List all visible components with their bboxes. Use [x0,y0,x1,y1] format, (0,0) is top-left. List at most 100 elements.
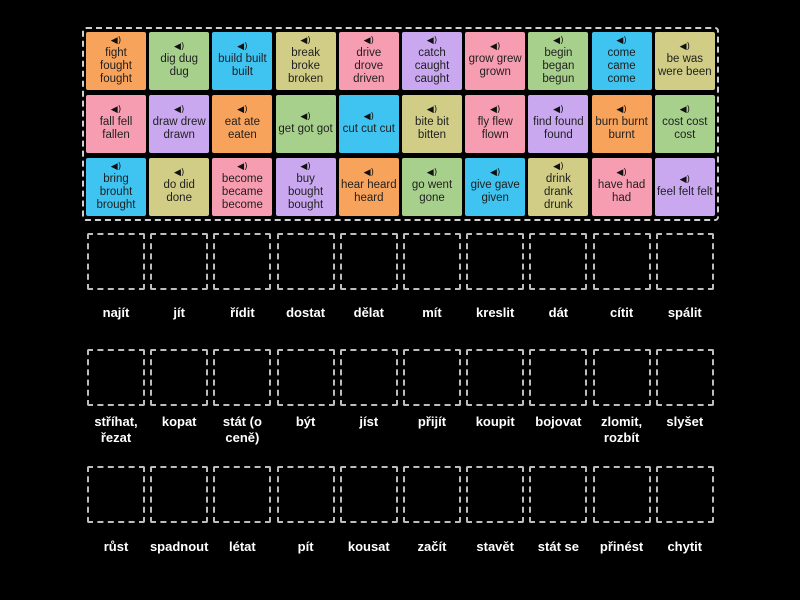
verb-card[interactable]: ◀) bite bit bitten [402,95,462,153]
speaker-icon[interactable]: ◀) [679,42,691,52]
verb-card[interactable]: ◀) hear heard heard [338,158,399,216]
target-label: přinést [599,539,644,554]
target-label: kreslit [476,305,515,320]
drop-slot[interactable] [276,233,335,290]
verb-card[interactable]: ◀) do did done [149,158,210,216]
speaker-icon[interactable]: ◀) [489,105,501,115]
card-text: have had had [597,179,646,204]
drop-slot[interactable] [655,466,714,523]
verb-card[interactable]: ◀) come came come [591,32,652,90]
verb-card[interactable]: ◀) bring brouht brought [86,158,146,216]
drop-slot[interactable] [213,233,272,290]
verb-card[interactable]: ◀) become became become [212,158,273,216]
speaker-icon[interactable]: ◀) [489,168,501,178]
speaker-icon[interactable]: ◀) [173,42,185,52]
drop-slot[interactable] [466,466,525,523]
speaker-icon[interactable]: ◀) [426,105,438,115]
speaker-icon[interactable]: ◀) [237,42,248,52]
verb-card[interactable]: ◀) find found found [528,95,589,153]
drop-slot[interactable] [213,466,272,523]
drop-slot[interactable] [87,349,145,406]
verb-card[interactable]: ◀) drink drank drunk [528,158,589,216]
verb-card[interactable]: ◀) draw drew drawn [149,95,210,153]
verb-card[interactable]: ◀) fall fell fallen [86,95,146,153]
drop-slot[interactable] [213,349,272,406]
verb-card[interactable]: ◀) cost cost cost [654,95,715,153]
verb-card[interactable]: ◀) go went gone [402,158,462,216]
speaker-icon[interactable]: ◀) [616,35,627,46]
verb-card[interactable]: ◀) fly flew flown [465,95,526,153]
speaker-icon[interactable]: ◀) [300,111,311,122]
verb-card[interactable]: ◀) have had had [591,158,652,216]
drop-slot[interactable] [529,349,588,406]
speaker-icon[interactable]: ◀) [679,174,691,185]
speaker-icon[interactable]: ◀) [489,42,501,52]
card-text: get got got [278,122,333,135]
drop-slot[interactable] [529,233,588,290]
verb-card[interactable]: ◀) buy bought bought [275,158,336,216]
target-label: zlomit, rozbít [601,414,643,445]
speaker-icon[interactable]: ◀) [553,35,564,46]
drop-slot[interactable] [655,233,714,290]
drop-slot[interactable] [276,349,335,406]
speaker-icon[interactable]: ◀) [300,161,311,172]
speaker-icon[interactable]: ◀) [173,105,185,115]
drop-slot[interactable] [403,466,461,523]
speaker-icon[interactable]: ◀) [616,168,627,178]
target-label: dát [548,305,569,320]
drop-slot[interactable] [339,466,398,523]
speaker-icon[interactable]: ◀) [237,105,248,115]
speaker-icon[interactable]: ◀) [363,35,375,46]
verb-card[interactable]: ◀) break broke broken [275,32,336,90]
verb-card[interactable]: ◀) begin began begun [528,32,589,90]
speaker-icon[interactable]: ◀) [300,35,311,46]
drop-slot[interactable] [403,349,461,406]
verb-card[interactable]: ◀) burn burnt burnt [591,95,652,153]
verb-card[interactable]: ◀) fight fought fought [86,32,146,90]
drop-slot[interactable] [466,349,525,406]
speaker-icon[interactable]: ◀) [553,161,564,172]
verb-card[interactable]: ◀) get got got [275,95,336,153]
speaker-icon[interactable]: ◀) [110,161,122,172]
speaker-icon[interactable]: ◀) [363,168,375,178]
speaker-icon[interactable]: ◀) [237,161,248,172]
speaker-icon[interactable]: ◀) [616,105,627,115]
drop-slot[interactable] [529,466,588,523]
drop-slot[interactable] [592,349,651,406]
verb-card[interactable]: ◀) dig dug dug [149,32,210,90]
verb-card[interactable]: ◀) cut cut cut [338,95,399,153]
verb-card[interactable]: ◀) build built built [212,32,273,90]
drop-slot[interactable] [339,233,398,290]
drop-slot[interactable] [150,233,209,290]
speaker-icon[interactable]: ◀) [426,168,438,178]
card-text: begin began begun [542,46,575,85]
target-label: přijít [417,414,447,429]
speaker-icon[interactable]: ◀) [679,105,691,115]
drop-slot[interactable] [592,466,651,523]
speaker-icon[interactable]: ◀) [173,168,185,178]
speaker-icon[interactable]: ◀) [553,105,564,115]
drop-slot[interactable] [403,233,461,290]
drop-slot[interactable] [466,233,525,290]
speaker-icon[interactable]: ◀) [426,35,438,46]
verb-card[interactable]: ◀) eat ate eaten [212,95,273,153]
verb-card[interactable]: ◀) be was were been [654,32,715,90]
speaker-icon[interactable]: ◀) [110,35,122,46]
verb-card[interactable]: ◀) grow grew grown [465,32,526,90]
drop-slot[interactable] [150,466,209,523]
verb-card[interactable]: ◀) give gave given [465,158,526,216]
drop-slot[interactable] [276,466,335,523]
speaker-icon[interactable]: ◀) [110,105,122,115]
verb-card[interactable]: ◀) feel felt felt [654,158,715,216]
verb-card[interactable]: ◀) catch caught caught [402,32,462,90]
verb-card[interactable]: ◀) drive drove driven [338,32,399,90]
target-label: koupit [475,414,515,429]
drop-slot[interactable] [655,349,714,406]
drop-slot[interactable] [339,349,398,406]
drop-slot[interactable] [87,233,145,290]
drop-slot[interactable] [592,233,651,290]
speaker-icon[interactable]: ◀) [363,111,375,122]
drop-slot[interactable] [87,466,145,523]
drop-slot[interactable] [150,349,209,406]
target-label: najít [102,305,130,320]
